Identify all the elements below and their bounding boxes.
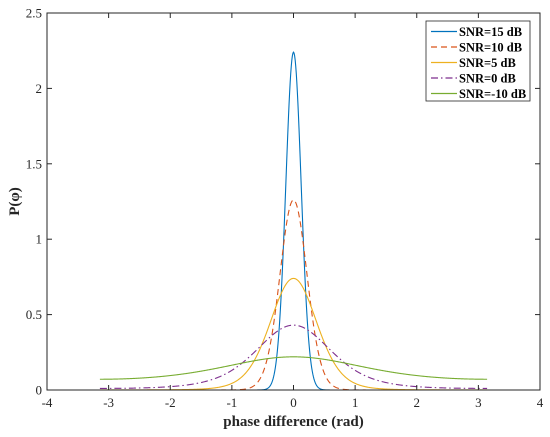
x-tick-label: 1 <box>352 395 359 410</box>
y-tick-label: 1 <box>36 232 43 247</box>
series-line-2 <box>99 199 488 391</box>
series-line-4 <box>99 324 488 389</box>
x-tick-label: -1 <box>226 395 237 410</box>
x-tick-label: -2 <box>165 395 176 410</box>
legend-label: SNR=0 dB <box>459 72 516 86</box>
x-tick-label: -4 <box>42 395 53 410</box>
series-line-1 <box>99 51 488 391</box>
series-line-5 <box>99 356 488 380</box>
x-tick-label: 3 <box>475 395 482 410</box>
x-axis-label: phase difference (rad) <box>223 414 364 430</box>
series-line-3 <box>99 277 488 391</box>
legend-label: SNR=10 dB <box>459 41 522 55</box>
y-tick-label: 2.5 <box>26 6 42 21</box>
x-tick-label: 0 <box>290 395 297 410</box>
y-axis-label: P(φ) <box>7 187 23 216</box>
x-tick-label: -3 <box>103 395 114 410</box>
y-tick-label: 1.5 <box>26 156 42 171</box>
y-tick-label: 2 <box>36 81 43 96</box>
legend-label: SNR=15 dB <box>459 25 522 39</box>
legend-box <box>425 20 531 102</box>
legend-label: SNR=-10 dB <box>459 87 526 101</box>
y-tick-label: 0 <box>36 383 43 398</box>
x-tick-label: 2 <box>414 395 421 410</box>
y-tick-label: 0.5 <box>26 307 42 322</box>
legend-label: SNR=5 dB <box>459 56 516 70</box>
x-tick-label: 4 <box>537 395 544 410</box>
